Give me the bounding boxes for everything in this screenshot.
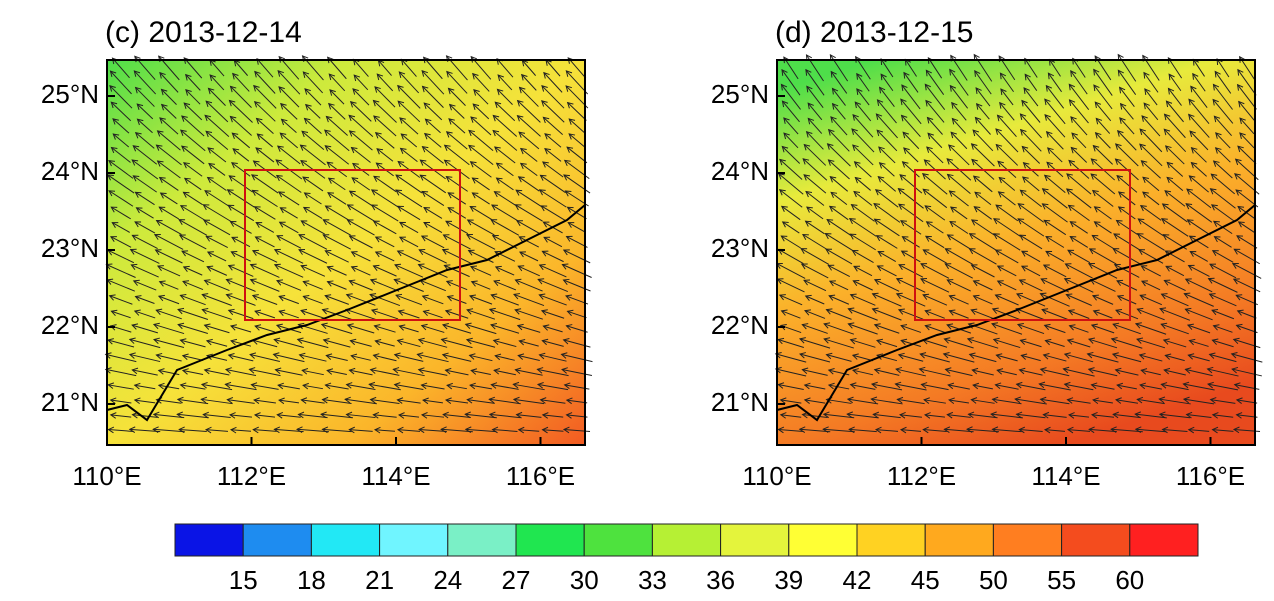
field [777, 60, 1255, 445]
colorbar: 15 18 21 24 27 30 33 36 39 42 45 50 55 60 [175, 524, 1198, 595]
colorbar-label: 36 [706, 565, 735, 595]
lon-label: 114°E [1031, 461, 1100, 491]
colorbar-label: 33 [638, 565, 667, 595]
lat-label: 21°N [41, 387, 99, 417]
colorbar-label: 30 [570, 565, 599, 595]
lon-label: 112°E [887, 461, 956, 491]
panel-title: (d) 2013-12-15 [775, 16, 973, 49]
colorbar-box [584, 524, 652, 556]
colorbar-box [789, 524, 857, 556]
lat-label: 23°N [711, 233, 769, 263]
colorbar-label: 18 [297, 565, 326, 595]
colorbar-box [993, 524, 1061, 556]
colorbar-label: 50 [979, 565, 1008, 595]
colorbar-box [380, 524, 448, 556]
lat-label: 22°N [41, 310, 99, 340]
colorbar-box [175, 524, 243, 556]
colorbar-label: 39 [774, 565, 803, 595]
colorbar-box [1062, 524, 1130, 556]
lat-label: 24°N [711, 156, 769, 186]
lon-label: 112°E [217, 461, 286, 491]
colorbar-label: 60 [1115, 565, 1144, 595]
colorbar-label: 27 [502, 565, 531, 595]
colorbar-box [1130, 524, 1198, 556]
colorbar-label: 45 [911, 565, 940, 595]
colorbar-box [311, 524, 379, 556]
map-panel: (c) 2013-12-1425°N 24°N 23°N 22°N 21°N 110°E 1… [41, 16, 593, 491]
lon-label: 110°E [742, 461, 811, 491]
colorbar-label: 15 [229, 565, 258, 595]
lat-label: 25°N [711, 79, 769, 109]
lon-label: 114°E [361, 461, 430, 491]
lat-label: 23°N [41, 233, 99, 263]
lat-label: 21°N [711, 387, 769, 417]
panels: (c) 2013-12-1425°N24°N23°N22°N21°N110°E1… [41, 16, 1262, 491]
lat-label: 22°N [711, 310, 769, 340]
colorbar-label: 55 [1047, 565, 1076, 595]
colorbar-label: 21 [365, 565, 394, 595]
colorbar-label: 42 [843, 565, 872, 595]
colorbar-box [448, 524, 516, 556]
colorbar-box [857, 524, 925, 556]
colorbar-box [243, 524, 311, 556]
lon-label: 116°E [1176, 461, 1245, 491]
field [107, 60, 585, 445]
panel-title: (c) 2013-12-14 [105, 16, 302, 49]
lon-label: 116°E [506, 461, 575, 491]
lat-label: 24°N [41, 156, 99, 186]
map-panel: (d) 2013-12-1525°N 24°N 23°N 22°N 21°N 110°E 1… [711, 16, 1262, 491]
colorbar-box [721, 524, 789, 556]
colorbar-box [652, 524, 720, 556]
colorbar-box [516, 524, 584, 556]
colorbar-label: 24 [433, 565, 462, 595]
lon-label: 110°E [72, 461, 141, 491]
colorbar-box [925, 524, 993, 556]
lat-label: 25°N [41, 79, 99, 109]
